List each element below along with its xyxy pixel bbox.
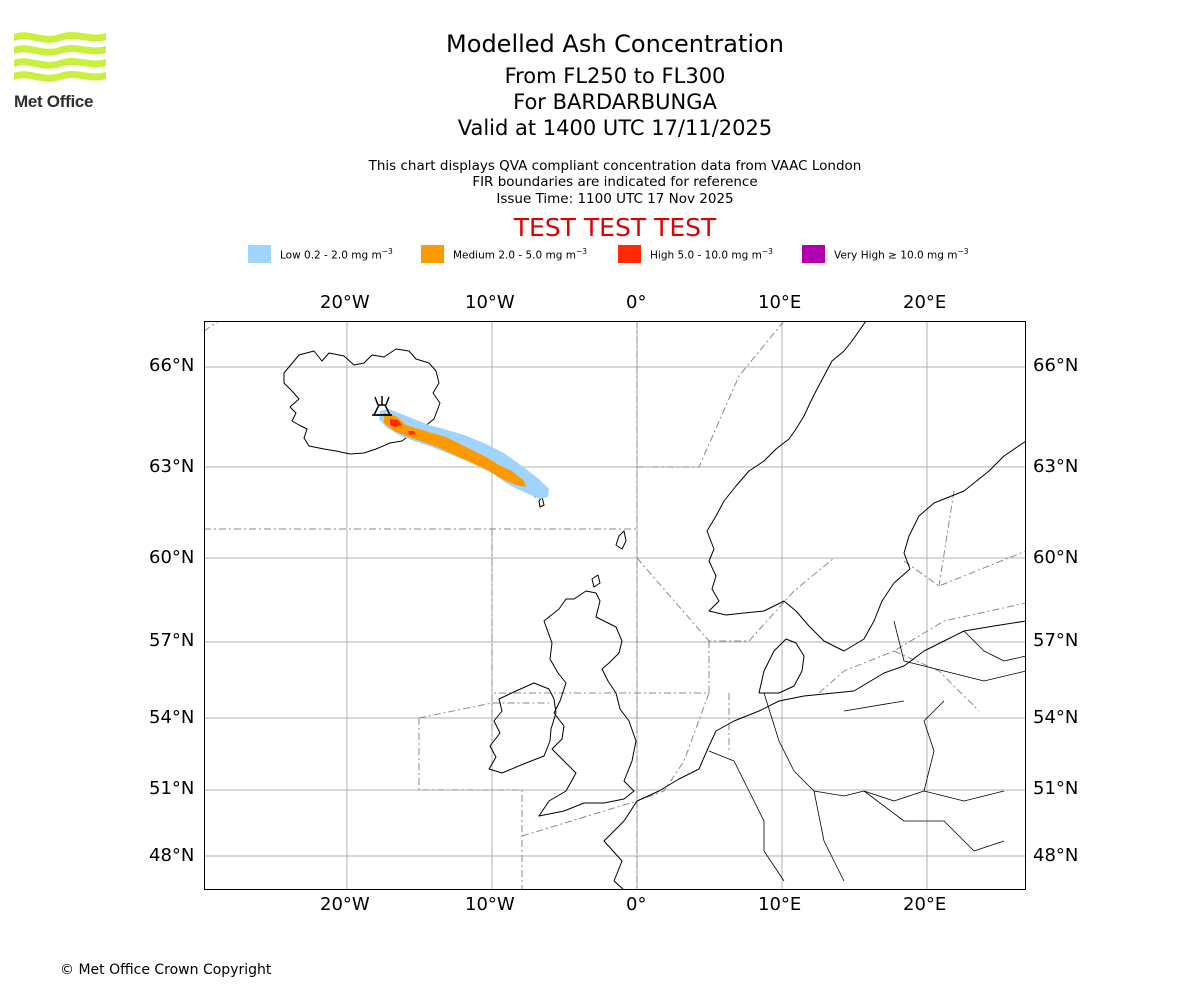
europe-coast: [603, 620, 1026, 890]
graticule: [204, 321, 1026, 890]
legend-swatch-very-high: [802, 245, 825, 263]
legend-swatch-low: [248, 245, 271, 263]
orkney-coast: [591, 574, 601, 588]
legend-swatch-high: [618, 245, 641, 263]
flight-level-range: From FL250 to FL300: [504, 64, 726, 88]
ireland-coast: [488, 682, 557, 774]
logo-waves-icon: [14, 32, 106, 82]
valid-time: Valid at 1400 UTC 17/11/2025: [457, 116, 773, 140]
lat-label-right: 63°N: [1033, 456, 1079, 477]
lat-label-left: 63°N: [149, 456, 195, 477]
lon-label-top: 10°W: [465, 292, 515, 313]
lon-label-bottom: 20°W: [320, 894, 370, 915]
legend-swatch-medium: [421, 245, 444, 263]
logo-text: Met Office: [14, 92, 94, 111]
legend-label-high: High 5.0 - 10.0 mg m−3: [650, 246, 773, 262]
test-banner: TEST TEST TEST: [513, 213, 717, 242]
lon-label-top: 20°E: [903, 292, 947, 313]
great-britain-coast: [538, 590, 637, 817]
coastlines: [283, 321, 1026, 890]
map-border: [204, 321, 1026, 890]
scandinavia-coast: [706, 321, 1026, 652]
denmark-coast: [758, 638, 805, 694]
issue-time: Issue Time: 1100 UTC 17 Nov 2025: [496, 191, 734, 207]
ash-plume: [379, 409, 549, 499]
lon-label-bottom: 10°W: [465, 894, 515, 915]
map-panel[interactable]: [204, 321, 1026, 890]
legend-label-medium: Medium 2.0 - 5.0 mg m−3: [453, 246, 588, 262]
lat-label-left: 66°N: [149, 355, 195, 376]
lat-label-right: 60°N: [1033, 547, 1079, 568]
lat-label-left: 48°N: [149, 845, 195, 866]
fir-note: FIR boundaries are indicated for referen…: [472, 174, 758, 190]
country-borders: [708, 620, 1026, 882]
lat-label-right: 66°N: [1033, 355, 1079, 376]
lat-label-left: 54°N: [149, 707, 195, 728]
lon-label-bottom: 20°E: [903, 894, 947, 915]
lat-label-left: 60°N: [149, 547, 195, 568]
fir-boundaries: [204, 321, 1026, 889]
chart-title: Modelled Ash Concentration: [446, 30, 784, 58]
legend-label-low: Low 0.2 - 2.0 mg m−3: [280, 246, 393, 262]
lat-label-right: 54°N: [1033, 707, 1079, 728]
met-office-logo: Met Office: [14, 30, 109, 112]
lon-label-top: 20°W: [320, 292, 370, 313]
legend-item-low: Low 0.2 - 2.0 mg m−3: [248, 244, 393, 264]
shetland-coast: [615, 530, 627, 550]
qva-note: This chart displays QVA compliant concen…: [368, 158, 862, 174]
lon-label-bottom: 10°E: [758, 894, 802, 915]
lat-label-left: 57°N: [149, 630, 195, 651]
ash-high-region: [390, 419, 416, 435]
lon-label-top: 0°: [626, 292, 647, 313]
legend-item-medium: Medium 2.0 - 5.0 mg m−3: [421, 244, 587, 264]
lon-label-top: 10°E: [758, 292, 802, 313]
legend-item-very-high: Very High ≥ 10.0 mg m−3: [802, 244, 969, 264]
copyright: © Met Office Crown Copyright: [60, 962, 272, 978]
volcano-name: For BARDARBUNGA: [513, 90, 717, 114]
lat-label-left: 51°N: [149, 778, 195, 799]
legend-label-very-high: Very High ≥ 10.0 mg m−3: [834, 246, 969, 262]
volcano-icon: [372, 396, 392, 416]
lat-label-right: 48°N: [1033, 845, 1079, 866]
lon-label-bottom: 0°: [626, 894, 647, 915]
map-canvas[interactable]: [204, 321, 1026, 890]
lat-label-right: 51°N: [1033, 778, 1079, 799]
lat-label-right: 57°N: [1033, 630, 1079, 651]
ash-medium-region: [384, 413, 526, 487]
legend-item-high: High 5.0 - 10.0 mg m−3: [618, 244, 773, 264]
